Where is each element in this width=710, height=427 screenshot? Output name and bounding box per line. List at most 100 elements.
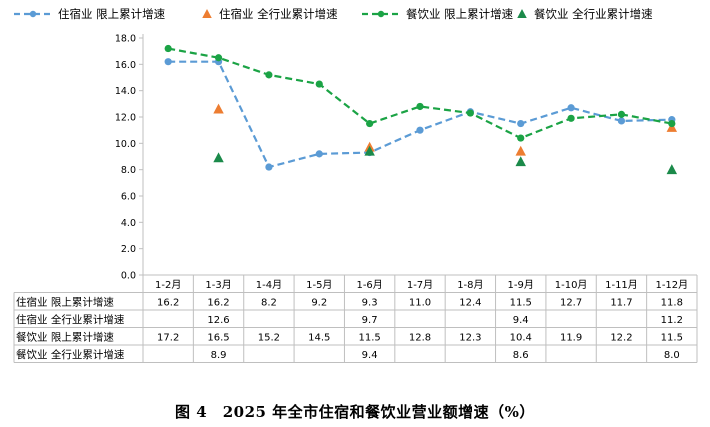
x-tick-label: 1-5月 xyxy=(306,279,332,291)
legend-marker-swatch xyxy=(29,10,37,18)
table-cell-value: 12.3 xyxy=(459,333,481,344)
y-tick-label: 18.0 xyxy=(115,34,136,45)
data-point xyxy=(617,110,626,118)
y-tick-label: 16.0 xyxy=(115,60,136,71)
table-cell-value: 9.4 xyxy=(362,350,378,361)
table-cell-value: 11.2 xyxy=(661,315,683,326)
table-cell-value: 12.4 xyxy=(459,298,481,309)
legend-triangle-swatch xyxy=(517,9,527,18)
table-cell-value: 16.2 xyxy=(207,298,229,309)
legend-label: 住宿业 全行业累计增速 xyxy=(219,7,338,21)
data-table: 1-2月 1-3月 1-4月 1-5月 1-6月 1-7月 1-8月 1-9月 1-10月 1-1… xyxy=(13,274,698,363)
y-tick-label: 0.0 xyxy=(121,271,136,282)
table-cell-value: 11.5 xyxy=(359,333,381,344)
x-tick-label: 1-8月 xyxy=(457,279,483,291)
x-tick-label: 1-3月 xyxy=(205,279,231,291)
series-line xyxy=(167,47,673,140)
table-cell-value: 12.7 xyxy=(560,298,582,309)
table-cell-value: 11.7 xyxy=(610,298,632,309)
table-row: 住宿业 限上累计增速 16.2 16.2 8.2 9.2 9.3 11.0 12.4 11.5 1… xyxy=(16,296,683,309)
series-2 xyxy=(213,103,678,156)
legend: 住宿业 限上累计增速 住宿业 全行业累计增速 餐饮业 限上累计增速 餐饮业 全行业累计… xyxy=(14,7,653,21)
table-cell-value: 11.8 xyxy=(661,298,683,309)
table-cell-value: 11.0 xyxy=(409,298,431,309)
y-tick-label: 8.0 xyxy=(121,165,136,176)
table-row: 住宿业 全行业累计增速 12.6 9.7 9.4 11.2 xyxy=(16,313,683,326)
legend-item: 住宿业 全行业累计增速 xyxy=(202,7,338,21)
data-point xyxy=(517,119,525,128)
table-cell-value: 8.0 xyxy=(664,350,680,361)
data-point xyxy=(466,109,474,117)
y-tick-label: 2.0 xyxy=(121,244,136,255)
data-point xyxy=(567,114,575,122)
table-cell-value: 9.4 xyxy=(513,315,529,326)
y-tick-label: 6.0 xyxy=(121,192,136,203)
data-point xyxy=(567,104,575,112)
table-cell-value: 9.2 xyxy=(311,298,327,309)
data-point xyxy=(366,119,374,128)
data-point xyxy=(265,71,273,79)
table-cell-value: 14.5 xyxy=(308,333,330,344)
table-cell-value: 12.6 xyxy=(207,315,229,326)
table-cell-value: 12.8 xyxy=(409,333,431,344)
table-cell-value: 8.6 xyxy=(513,350,529,361)
data-point-triangle xyxy=(213,103,224,114)
series-4 xyxy=(213,145,678,175)
data-point xyxy=(265,163,273,171)
data-point xyxy=(668,119,676,128)
series-line xyxy=(168,60,672,169)
row-label: 餐饮业 限上累计增速 xyxy=(16,331,114,344)
table-cell-value: 8.9 xyxy=(211,350,227,361)
table-cell-value: 16.5 xyxy=(207,333,229,344)
data-point xyxy=(214,54,223,62)
legend-item: 餐饮业 全行业累计增速 xyxy=(517,7,653,21)
y-tick-label: 14.0 xyxy=(115,86,136,97)
data-point xyxy=(164,58,172,66)
legend-item: 住宿业 限上累计增速 xyxy=(14,7,166,21)
x-tick-label: 1-7月 xyxy=(407,279,433,291)
table-row: 餐饮业 限上累计增速 17.2 16.5 15.2 14.5 11.5 12.8 12.3 10… xyxy=(16,331,683,344)
series-1 xyxy=(164,58,676,171)
table-cell-value: 12.2 xyxy=(610,333,632,344)
table-cell-value: 16.2 xyxy=(157,298,179,309)
table-cell-value: 9.3 xyxy=(362,298,378,309)
x-tick-label: 1-10月 xyxy=(555,279,588,291)
x-tick-label: 1-12月 xyxy=(655,279,688,291)
data-point xyxy=(416,126,424,134)
table-cell-value: 15.2 xyxy=(258,333,280,344)
figure-caption: 图 4 2025 年全市住宿和餐饮业营业额增速（%） xyxy=(175,403,535,421)
table-cell-value: 17.2 xyxy=(157,333,179,344)
y-tick-label: 12.0 xyxy=(115,113,136,124)
data-point xyxy=(416,102,424,111)
line-chart: 住宿业 限上累计增速 住宿业 全行业累计增速 餐饮业 限上累计增速 餐饮业 全行业累计… xyxy=(13,7,698,363)
legend-label: 餐饮业 全行业累计增速 xyxy=(534,7,653,21)
data-point xyxy=(315,80,323,88)
table-cell-value: 11.5 xyxy=(510,298,532,309)
data-point xyxy=(617,117,626,125)
series-3 xyxy=(164,44,676,142)
axes: 0.0 2.0 4.0 6.0 8.0 10.0 12.0 14.0 16.0 18.0 xyxy=(115,34,144,282)
data-point xyxy=(315,150,323,158)
data-point-triangle xyxy=(515,156,526,167)
legend-marker-swatch xyxy=(377,10,385,18)
data-point xyxy=(517,134,525,142)
y-tick-label: 4.0 xyxy=(121,218,136,229)
plot-area xyxy=(164,44,678,175)
legend-label: 住宿业 限上累计增速 xyxy=(58,7,166,21)
row-label: 餐饮业 全行业累计增速 xyxy=(16,348,125,361)
legend-triangle-swatch xyxy=(202,9,212,18)
data-point-triangle xyxy=(515,145,526,156)
data-point-triangle xyxy=(213,152,224,163)
x-tick-label: 1-9月 xyxy=(508,279,534,291)
y-tick-label: 10.0 xyxy=(115,139,136,150)
table-cell-value: 8.2 xyxy=(261,298,277,309)
data-point xyxy=(164,44,172,53)
legend-label: 餐饮业 限上累计增速 xyxy=(406,7,514,21)
legend-item: 餐饮业 限上累计增速 xyxy=(362,7,514,21)
table-cell-value: 11.9 xyxy=(560,333,582,344)
table-cell-value: 9.7 xyxy=(362,315,378,326)
x-tick-label: 1-2月 xyxy=(155,279,181,291)
data-point-triangle xyxy=(666,164,678,175)
table-row: 餐饮业 全行业累计增速 8.9 9.4 8.6 8.0 xyxy=(16,348,680,361)
row-label: 住宿业 全行业累计增速 xyxy=(16,313,125,326)
